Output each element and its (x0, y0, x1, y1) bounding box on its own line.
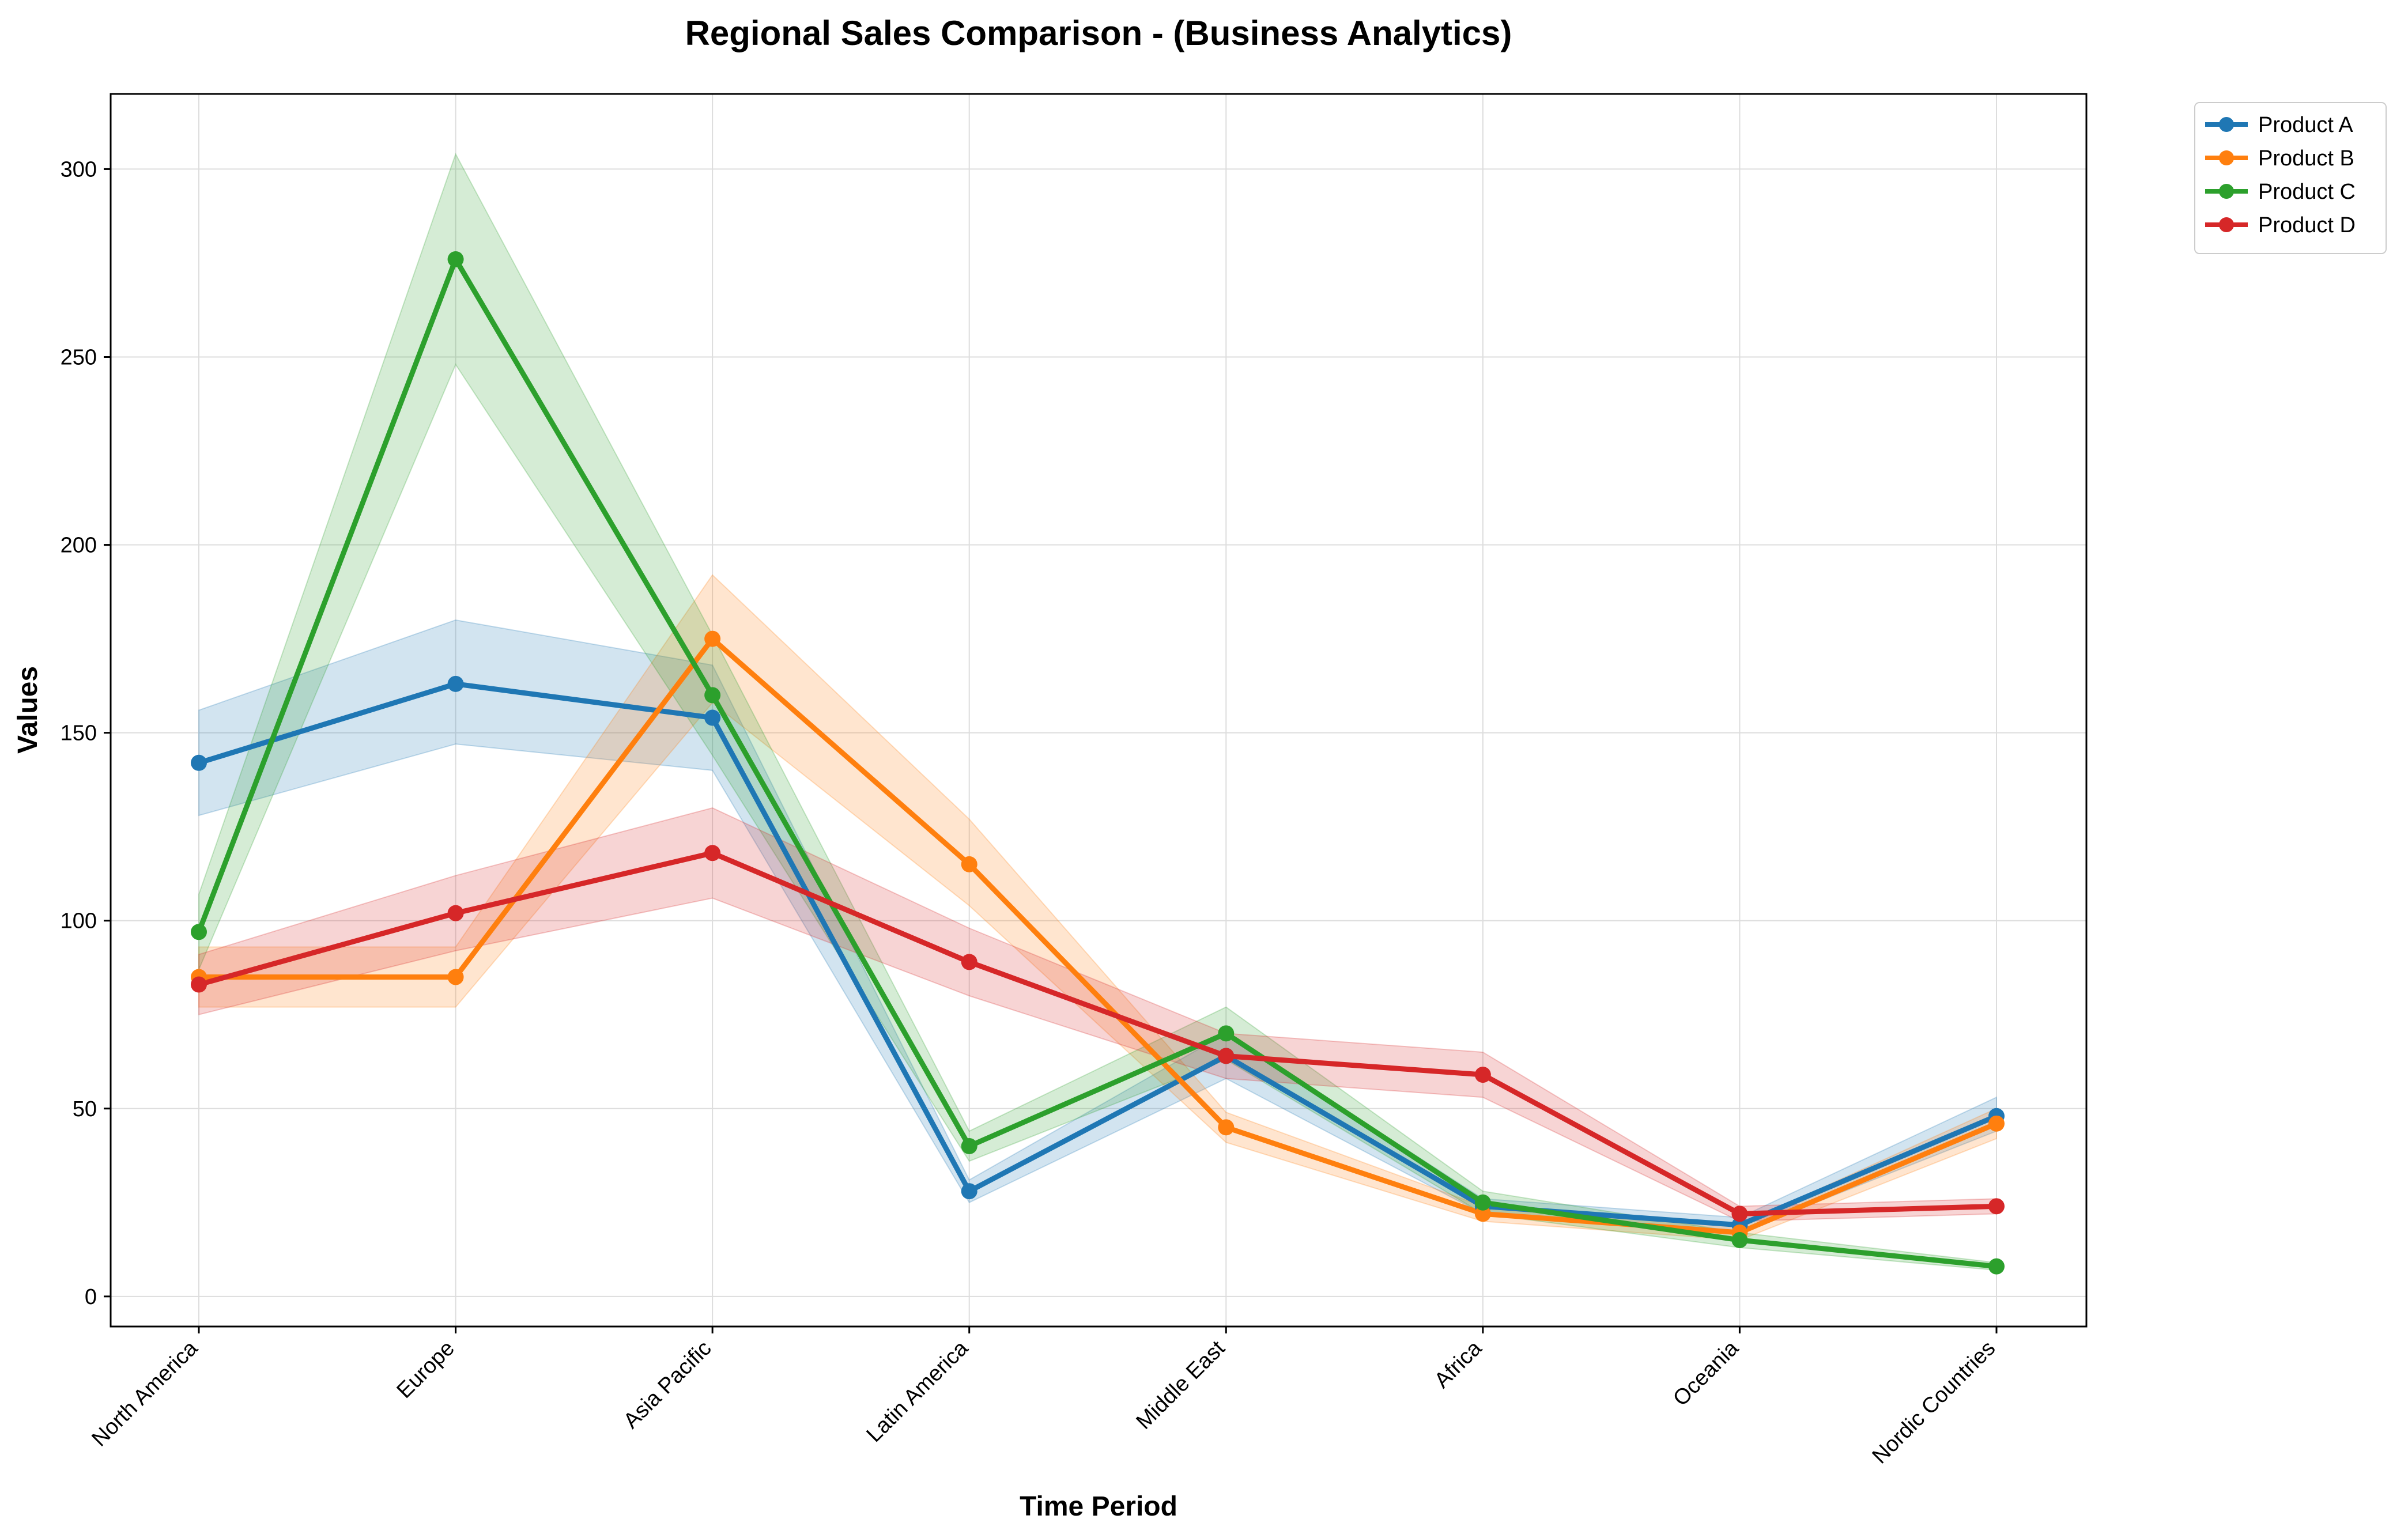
y-tick-label: 200 (61, 534, 97, 558)
data-point (1731, 1206, 1748, 1222)
data-point (447, 251, 464, 267)
data-point (1474, 1067, 1491, 1083)
data-point (1218, 1119, 1235, 1136)
legend-marker (2219, 117, 2234, 132)
x-axis-label: Time Period (1020, 1491, 1177, 1522)
data-point (447, 969, 464, 985)
legend-label: Product B (2258, 146, 2354, 171)
y-tick-label: 50 (73, 1097, 97, 1121)
data-point (961, 954, 977, 970)
legend-label: Product D (2258, 213, 2356, 237)
y-tick-label: 150 (61, 721, 97, 746)
data-point (191, 754, 207, 771)
data-point (191, 924, 207, 940)
y-axis-label: Values (13, 666, 43, 754)
legend-marker (2219, 184, 2234, 199)
data-point (961, 1138, 977, 1154)
data-point (704, 709, 721, 726)
y-tick-label: 100 (61, 909, 97, 934)
data-point (961, 856, 977, 872)
data-point (961, 1183, 977, 1200)
data-point (1474, 1194, 1491, 1211)
legend-marker (2219, 150, 2234, 165)
legend: Product A Product B Product C Product D (2194, 102, 2387, 254)
data-point (447, 675, 464, 692)
chart-title: Regional Sales Comparison - (Business An… (685, 14, 1512, 52)
legend-box (2194, 102, 2387, 254)
plot-frame (110, 93, 2088, 1328)
data-point (704, 845, 721, 861)
data-point (1218, 1025, 1235, 1042)
data-point (1988, 1258, 2005, 1275)
y-axis-ticks: 0 50 100 150 200 250 300 (61, 157, 111, 1309)
data-point (1988, 1115, 2005, 1132)
legend-marker (2219, 217, 2234, 232)
data-point (191, 976, 207, 993)
data-points (191, 251, 2005, 1275)
y-tick-label: 0 (85, 1285, 97, 1309)
series-line (196, 636, 1999, 1235)
series-line (196, 850, 1999, 1216)
series-band (198, 574, 1997, 1241)
y-tick-label: 300 (61, 157, 97, 182)
legend-label: Product C (2258, 180, 2356, 204)
series-line (196, 681, 1999, 1228)
data-point (1988, 1198, 2005, 1215)
series-line (196, 256, 1999, 1269)
data-point (704, 687, 721, 704)
data-point (704, 630, 721, 647)
data-point (1731, 1232, 1748, 1249)
y-tick-label: 250 (61, 345, 97, 369)
legend-label: Product A (2258, 113, 2353, 137)
series-lines (196, 256, 1999, 1269)
data-point (1218, 1048, 1235, 1064)
data-point (447, 905, 464, 921)
data-point (1474, 1206, 1491, 1222)
